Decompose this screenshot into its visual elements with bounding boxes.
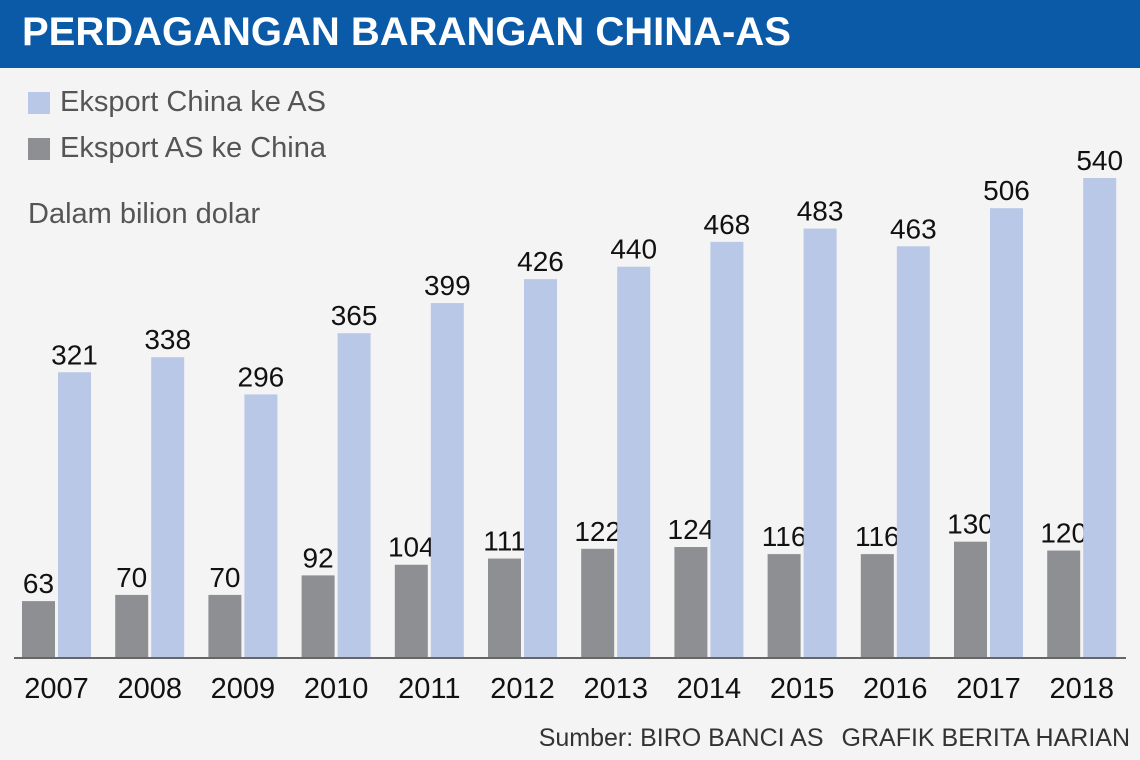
bar-china-export-2014 [710, 241, 744, 657]
title-bar: PERDAGANGAN BARANGAN CHINA-AS [0, 0, 1140, 68]
bar-us-export-2011 [394, 564, 428, 657]
data-label-china-export-2018: 540 [1076, 145, 1123, 176]
data-label-china-export-2014: 468 [704, 209, 751, 240]
data-label-china-export-2009: 296 [238, 361, 285, 392]
bar-us-export-2016 [860, 554, 894, 657]
x-tick-label-2015: 2015 [770, 673, 835, 705]
bar-us-export-2013 [581, 548, 615, 657]
bar-china-export-2011 [430, 303, 464, 657]
x-tick-label-2014: 2014 [677, 673, 742, 705]
data-label-us-export-2013: 122 [574, 516, 621, 547]
source-text: Sumber: BIRO BANCI AS [538, 724, 824, 752]
bar-us-export-2012 [488, 558, 521, 657]
bar-china-export-2013 [617, 266, 651, 657]
bar-chart: 63 321 2007 70 338 2008 70 296 2009 92 365 2010 104 3… [14, 145, 1126, 705]
data-label-us-export-2009: 70 [209, 562, 240, 593]
bar-us-export-2014 [674, 547, 708, 657]
data-label-us-export-2014: 124 [668, 514, 715, 545]
bar-china-export-2017 [990, 208, 1023, 658]
data-label-us-export-2015: 116 [762, 521, 807, 552]
x-tick-label-2012: 2012 [490, 673, 555, 705]
unit-note: Dalam bilion dolar [28, 198, 261, 230]
data-label-china-export-2011: 399 [424, 270, 471, 301]
bar-china-export-2012 [524, 279, 557, 657]
data-label-us-export-2011: 104 [388, 532, 435, 563]
data-label-us-export-2008: 70 [116, 562, 147, 593]
chart-title: PERDAGANGAN BARANGAN CHINA-AS [22, 10, 791, 54]
bar-us-export-2008 [115, 594, 149, 657]
legend-swatch-us-export [28, 137, 50, 160]
bar-us-export-2017 [954, 541, 987, 657]
bar-us-export-2018 [1047, 550, 1081, 657]
data-label-china-export-2017: 506 [983, 175, 1030, 206]
x-tick-label-2009: 2009 [211, 673, 276, 705]
data-label-china-export-2013: 440 [610, 234, 657, 265]
data-label-us-export-2007: 63 [23, 568, 54, 599]
data-label-china-export-2008: 338 [144, 324, 191, 355]
x-tick-label-2018: 2018 [1049, 673, 1114, 705]
bar-china-export-2010 [337, 333, 371, 657]
legend-label-us-export: Eksport AS ke China [60, 132, 326, 164]
legend-swatch-china-export [28, 91, 50, 114]
x-tick-label-2016: 2016 [863, 673, 928, 705]
legend-item-us-export: Eksport AS ke China [28, 132, 326, 165]
x-tick-label-2008: 2008 [117, 673, 182, 705]
legend-item-china-export: Eksport China ke AS [28, 86, 326, 119]
bar-china-export-2007 [58, 372, 91, 657]
data-label-china-export-2016: 463 [890, 213, 937, 244]
data-label-china-export-2007: 321 [51, 339, 98, 370]
data-label-china-export-2015: 483 [797, 196, 844, 227]
bar-us-export-2015 [767, 554, 801, 657]
bar-us-export-2007 [22, 601, 55, 657]
x-tick-label-2007: 2007 [24, 673, 89, 705]
data-label-china-export-2010: 365 [331, 300, 378, 331]
data-label-us-export-2017: 130 [947, 509, 994, 540]
legend-label-china-export: Eksport China ke AS [60, 86, 326, 118]
x-tick-label-2013: 2013 [583, 673, 648, 705]
bar-china-export-2009 [244, 394, 278, 657]
data-label-us-export-2012: 111 [483, 526, 526, 557]
data-label-us-export-2016: 116 [855, 521, 900, 552]
bar-us-export-2009 [208, 594, 242, 657]
data-label-us-export-2010: 92 [303, 542, 334, 573]
x-tick-label-2017: 2017 [956, 673, 1021, 705]
bar-china-export-2018 [1083, 178, 1117, 657]
source-line: Sumber: BIRO BANCI AS GRAFIK BERITA HARIA… [539, 724, 1130, 753]
x-tick-label-2010: 2010 [304, 673, 369, 705]
x-tick-label-2011: 2011 [398, 673, 460, 705]
bar-china-export-2016 [896, 246, 930, 657]
credit-text: GRAFIK BERITA HARIAN [841, 724, 1130, 752]
data-label-us-export-2018: 120 [1040, 518, 1087, 549]
data-label-china-export-2012: 426 [517, 246, 564, 277]
bar-china-export-2015 [803, 228, 837, 658]
bar-china-export-2008 [151, 357, 185, 657]
bar-us-export-2010 [301, 575, 335, 657]
